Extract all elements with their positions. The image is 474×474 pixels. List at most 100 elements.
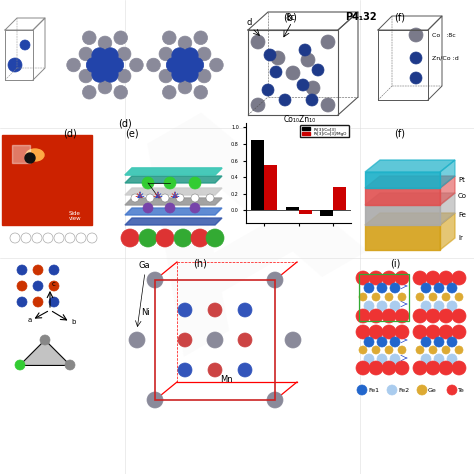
Text: Zn/Co :d: Zn/Co :d xyxy=(432,55,459,61)
Circle shape xyxy=(10,233,20,243)
Polygon shape xyxy=(125,168,222,175)
Circle shape xyxy=(165,203,175,213)
Circle shape xyxy=(174,229,192,247)
Circle shape xyxy=(178,363,192,377)
Circle shape xyxy=(377,337,387,347)
Polygon shape xyxy=(125,168,222,175)
Circle shape xyxy=(271,51,285,65)
Circle shape xyxy=(156,229,174,247)
Circle shape xyxy=(183,67,198,82)
Circle shape xyxy=(206,229,224,247)
Circle shape xyxy=(372,293,380,301)
Circle shape xyxy=(409,28,423,42)
Circle shape xyxy=(65,360,75,370)
Circle shape xyxy=(439,309,453,323)
Circle shape xyxy=(364,337,374,347)
Text: (f): (f) xyxy=(394,12,405,22)
Text: (b): (b) xyxy=(283,12,297,22)
Circle shape xyxy=(197,69,211,83)
Circle shape xyxy=(395,361,409,375)
Circle shape xyxy=(447,354,457,364)
Circle shape xyxy=(442,346,450,354)
Circle shape xyxy=(79,69,92,83)
Circle shape xyxy=(67,58,81,72)
Circle shape xyxy=(395,309,409,323)
Text: (h): (h) xyxy=(193,258,207,268)
Polygon shape xyxy=(440,193,455,225)
Bar xyxy=(251,140,264,210)
Circle shape xyxy=(121,229,139,247)
Circle shape xyxy=(434,301,444,311)
Circle shape xyxy=(163,85,176,99)
Text: (f): (f) xyxy=(394,128,405,138)
Text: (e): (e) xyxy=(125,128,138,138)
Circle shape xyxy=(176,194,184,202)
Circle shape xyxy=(390,354,400,364)
Circle shape xyxy=(452,271,466,285)
Text: P4₁32: P4₁32 xyxy=(345,12,377,22)
Circle shape xyxy=(20,40,30,50)
Bar xyxy=(365,188,440,205)
Circle shape xyxy=(103,48,118,63)
Circle shape xyxy=(299,44,311,56)
Circle shape xyxy=(194,85,208,99)
Circle shape xyxy=(426,309,440,323)
Circle shape xyxy=(413,309,427,323)
Circle shape xyxy=(321,98,335,112)
Circle shape xyxy=(413,271,427,285)
Polygon shape xyxy=(365,176,455,188)
Circle shape xyxy=(159,69,173,83)
Circle shape xyxy=(297,79,309,91)
Circle shape xyxy=(359,346,367,354)
Text: Co₁₀Zn₁₀: Co₁₀Zn₁₀ xyxy=(284,115,316,124)
Circle shape xyxy=(382,361,396,375)
Bar xyxy=(320,210,333,216)
Circle shape xyxy=(369,271,383,285)
Circle shape xyxy=(267,272,283,288)
Circle shape xyxy=(359,293,367,301)
Circle shape xyxy=(390,337,400,347)
Circle shape xyxy=(33,297,43,307)
Circle shape xyxy=(17,297,27,307)
Circle shape xyxy=(87,233,97,243)
Circle shape xyxy=(421,301,431,311)
Circle shape xyxy=(206,194,214,202)
Circle shape xyxy=(197,47,211,61)
Circle shape xyxy=(413,361,427,375)
Circle shape xyxy=(434,337,444,347)
Circle shape xyxy=(267,392,283,408)
Circle shape xyxy=(439,325,453,339)
Bar xyxy=(155,280,275,400)
Circle shape xyxy=(97,57,113,73)
Circle shape xyxy=(147,392,163,408)
Text: (d): (d) xyxy=(63,128,77,138)
Circle shape xyxy=(86,57,101,73)
Circle shape xyxy=(426,271,440,285)
Circle shape xyxy=(426,361,440,375)
Text: d: d xyxy=(246,18,252,27)
Polygon shape xyxy=(440,160,455,188)
Circle shape xyxy=(65,233,75,243)
Circle shape xyxy=(356,325,370,339)
Circle shape xyxy=(421,337,431,347)
Circle shape xyxy=(395,325,409,339)
Circle shape xyxy=(177,57,192,73)
Text: Fe2: Fe2 xyxy=(398,389,409,393)
Circle shape xyxy=(159,47,173,61)
Circle shape xyxy=(390,283,400,293)
Circle shape xyxy=(33,265,43,275)
Text: c: c xyxy=(52,281,56,287)
Text: b: b xyxy=(71,319,75,325)
Circle shape xyxy=(191,194,199,202)
Circle shape xyxy=(279,94,291,106)
Circle shape xyxy=(357,385,367,395)
Circle shape xyxy=(40,335,50,345)
Circle shape xyxy=(17,281,27,291)
Circle shape xyxy=(142,177,154,189)
Text: Ir: Ir xyxy=(458,235,463,240)
Circle shape xyxy=(210,58,223,72)
Circle shape xyxy=(114,31,128,45)
Circle shape xyxy=(98,36,112,50)
Text: Co: Co xyxy=(458,193,467,200)
Circle shape xyxy=(17,265,27,275)
